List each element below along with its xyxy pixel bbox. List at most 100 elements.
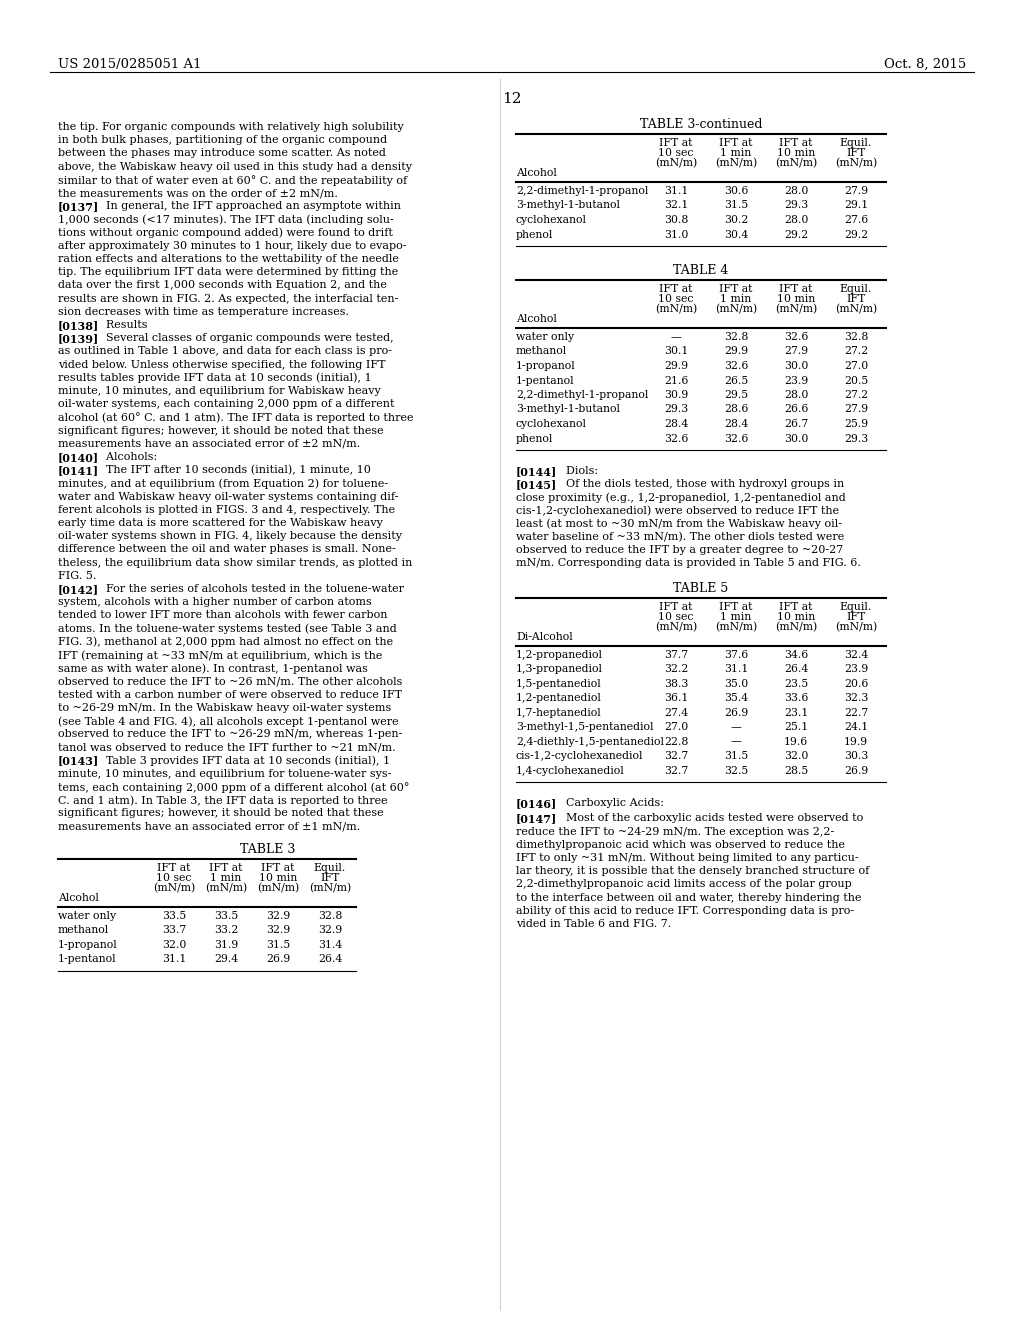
Text: [0142]: [0142]	[58, 583, 99, 595]
Text: (mN/m): (mN/m)	[655, 158, 697, 169]
Text: Alcohols:: Alcohols:	[92, 451, 158, 462]
Text: 20.6: 20.6	[844, 678, 868, 689]
Text: (mN/m): (mN/m)	[775, 622, 817, 632]
Text: 1-pentanol: 1-pentanol	[58, 954, 117, 965]
Text: 27.6: 27.6	[844, 215, 868, 224]
Text: 27.9: 27.9	[844, 404, 868, 414]
Text: IFT: IFT	[847, 294, 865, 304]
Text: (mN/m): (mN/m)	[715, 158, 757, 169]
Text: (mN/m): (mN/m)	[715, 304, 757, 314]
Text: 32.2: 32.2	[664, 664, 688, 675]
Text: Several classes of organic compounds were tested,: Several classes of organic compounds wer…	[92, 333, 393, 343]
Text: cyclohexanol: cyclohexanol	[516, 215, 587, 224]
Text: IFT at: IFT at	[659, 284, 692, 294]
Text: FIG. 3), methanol at 2,000 ppm had almost no effect on the: FIG. 3), methanol at 2,000 ppm had almos…	[58, 636, 393, 647]
Text: 27.9: 27.9	[784, 346, 808, 356]
Text: 32.6: 32.6	[724, 433, 749, 444]
Text: atoms. In the toluene-water systems tested (see Table 3 and: atoms. In the toluene-water systems test…	[58, 623, 396, 634]
Text: 23.9: 23.9	[844, 664, 868, 675]
Text: Most of the carboxylic acids tested were observed to: Most of the carboxylic acids tested were…	[552, 813, 863, 824]
Text: 1-propanol: 1-propanol	[516, 360, 575, 371]
Text: tions without organic compound added) were found to drift: tions without organic compound added) we…	[58, 227, 393, 238]
Text: 31.5: 31.5	[724, 201, 749, 210]
Text: IFT to only ~31 mN/m. Without being limited to any particu-: IFT to only ~31 mN/m. Without being limi…	[516, 853, 859, 863]
Text: results tables provide IFT data at 10 seconds (initial), 1: results tables provide IFT data at 10 se…	[58, 372, 372, 383]
Text: 30.1: 30.1	[664, 346, 688, 356]
Text: 29.2: 29.2	[784, 230, 808, 239]
Text: 1,2-propanediol: 1,2-propanediol	[516, 649, 603, 660]
Text: 31.4: 31.4	[317, 940, 342, 950]
Text: IFT (remaining at ~33 mN/m at equilibrium, which is the: IFT (remaining at ~33 mN/m at equilibriu…	[58, 649, 382, 660]
Text: after approximately 30 minutes to 1 hour, likely due to evapo-: after approximately 30 minutes to 1 hour…	[58, 240, 407, 251]
Text: 23.1: 23.1	[783, 708, 808, 718]
Text: vided in Table 6 and FIG. 7.: vided in Table 6 and FIG. 7.	[516, 919, 672, 929]
Text: to ~26-29 mN/m. In the Wabiskaw heavy oil-water systems: to ~26-29 mN/m. In the Wabiskaw heavy oi…	[58, 702, 391, 713]
Text: methanol: methanol	[516, 346, 567, 356]
Text: tems, each containing 2,000 ppm of a different alcohol (at 60°: tems, each containing 2,000 ppm of a dif…	[58, 781, 410, 793]
Text: water only: water only	[516, 333, 574, 342]
Text: [0145]: [0145]	[516, 479, 557, 490]
Text: 37.7: 37.7	[664, 649, 688, 660]
Text: 1-propanol: 1-propanol	[58, 940, 118, 950]
Text: above, the Wabiskaw heavy oil used in this study had a density: above, the Wabiskaw heavy oil used in th…	[58, 161, 412, 172]
Text: TABLE 4: TABLE 4	[674, 264, 729, 277]
Text: 2,2-dimethyl-1-propanol: 2,2-dimethyl-1-propanol	[516, 186, 648, 195]
Text: 12: 12	[502, 92, 522, 106]
Text: 3-methyl-1-butanol: 3-methyl-1-butanol	[516, 404, 620, 414]
Text: phenol: phenol	[516, 433, 553, 444]
Text: 30.6: 30.6	[724, 186, 749, 195]
Text: IFT: IFT	[321, 873, 340, 883]
Text: For the series of alcohols tested in the toluene-water: For the series of alcohols tested in the…	[92, 583, 404, 594]
Text: 26.4: 26.4	[317, 954, 342, 965]
Text: 26.6: 26.6	[783, 404, 808, 414]
Text: 33.5: 33.5	[162, 911, 186, 921]
Text: IFT at: IFT at	[779, 284, 813, 294]
Text: IFT at: IFT at	[659, 602, 692, 611]
Text: 27.9: 27.9	[844, 186, 868, 195]
Text: cis-1,2-cyclohexanediol: cis-1,2-cyclohexanediol	[516, 751, 643, 762]
Text: oil-water systems shown in FIG. 4, likely because the density: oil-water systems shown in FIG. 4, likel…	[58, 531, 402, 541]
Text: 34.6: 34.6	[784, 649, 808, 660]
Text: 27.4: 27.4	[664, 708, 688, 718]
Text: 29.3: 29.3	[784, 201, 808, 210]
Text: (mN/m): (mN/m)	[655, 304, 697, 314]
Text: Equil.: Equil.	[840, 602, 872, 611]
Text: 33.5: 33.5	[214, 911, 239, 921]
Text: [0140]: [0140]	[58, 451, 99, 463]
Text: 19.6: 19.6	[784, 737, 808, 747]
Text: 1,4-cyclohexanediol: 1,4-cyclohexanediol	[516, 766, 625, 776]
Text: ferent alcohols is plotted in FIGS. 3 and 4, respectively. The: ferent alcohols is plotted in FIGS. 3 an…	[58, 504, 395, 515]
Text: Carboxylic Acids:: Carboxylic Acids:	[552, 799, 664, 808]
Text: 32.9: 32.9	[317, 925, 342, 936]
Text: 28.0: 28.0	[783, 186, 808, 195]
Text: 1-pentanol: 1-pentanol	[516, 375, 574, 385]
Text: IFT: IFT	[847, 611, 865, 622]
Text: IFT at: IFT at	[158, 863, 190, 873]
Text: 32.3: 32.3	[844, 693, 868, 704]
Text: (mN/m): (mN/m)	[153, 883, 196, 894]
Text: Results: Results	[92, 319, 147, 330]
Text: same as with water alone). In contrast, 1-pentanol was: same as with water alone). In contrast, …	[58, 663, 368, 673]
Text: tested with a carbon number of were observed to reduce IFT: tested with a carbon number of were obse…	[58, 689, 402, 700]
Text: 33.7: 33.7	[162, 925, 186, 936]
Text: 23.9: 23.9	[784, 375, 808, 385]
Text: (mN/m): (mN/m)	[205, 883, 247, 894]
Text: 1,7-heptanediol: 1,7-heptanediol	[516, 708, 602, 718]
Text: IFT at: IFT at	[779, 602, 813, 611]
Text: 28.6: 28.6	[724, 404, 749, 414]
Text: 38.3: 38.3	[664, 678, 688, 689]
Text: IFT at: IFT at	[719, 284, 753, 294]
Text: [0137]: [0137]	[58, 201, 99, 213]
Text: 32.9: 32.9	[266, 911, 290, 921]
Text: (mN/m): (mN/m)	[655, 622, 697, 632]
Text: IFT at: IFT at	[209, 863, 243, 873]
Text: methanol: methanol	[58, 925, 110, 936]
Text: 32.1: 32.1	[664, 201, 688, 210]
Text: 3-methyl-1,5-pentanediol: 3-methyl-1,5-pentanediol	[516, 722, 653, 733]
Text: 29.5: 29.5	[724, 389, 749, 400]
Text: early time data is more scattered for the Wabiskaw heavy: early time data is more scattered for th…	[58, 517, 383, 528]
Text: 32.0: 32.0	[783, 751, 808, 762]
Text: 25.9: 25.9	[844, 418, 868, 429]
Text: significant figures; however, it should be noted that these: significant figures; however, it should …	[58, 425, 384, 436]
Text: in both bulk phases, partitioning of the organic compound: in both bulk phases, partitioning of the…	[58, 135, 387, 145]
